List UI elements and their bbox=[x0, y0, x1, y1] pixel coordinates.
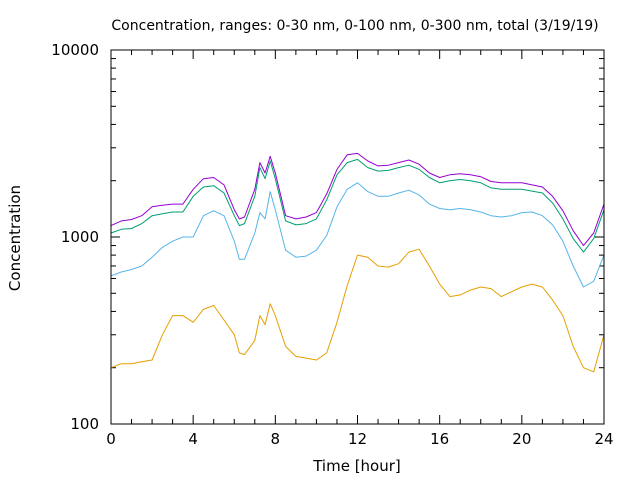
x-tick-label: 20 bbox=[512, 430, 531, 448]
axis-ticks: 0 4 8 12 16 20 24 100 1000 10000 bbox=[51, 41, 613, 448]
x-axis-label: Time [hour] bbox=[312, 457, 401, 475]
x-tick-label: 24 bbox=[594, 430, 613, 448]
plot-frame bbox=[110, 49, 605, 425]
series-line-1 bbox=[110, 152, 605, 247]
series-line-3 bbox=[110, 182, 605, 288]
y-tick-label: 100 bbox=[70, 415, 99, 433]
y-tick-label: 10000 bbox=[51, 41, 99, 59]
series-line-2 bbox=[110, 158, 605, 253]
y-axis-label: Concentration bbox=[6, 185, 24, 291]
x-tick-label: 12 bbox=[348, 430, 367, 448]
y-tick-label: 1000 bbox=[61, 228, 99, 246]
x-tick-label: 16 bbox=[430, 430, 449, 448]
x-tick-label: 0 bbox=[106, 430, 116, 448]
series-line-4 bbox=[110, 248, 605, 373]
x-tick-label: 4 bbox=[188, 430, 198, 448]
chart-title: Concentration, ranges: 0-30 nm, 0-100 nm… bbox=[111, 18, 598, 34]
x-tick-label: 8 bbox=[271, 430, 281, 448]
series-lines bbox=[110, 152, 605, 373]
